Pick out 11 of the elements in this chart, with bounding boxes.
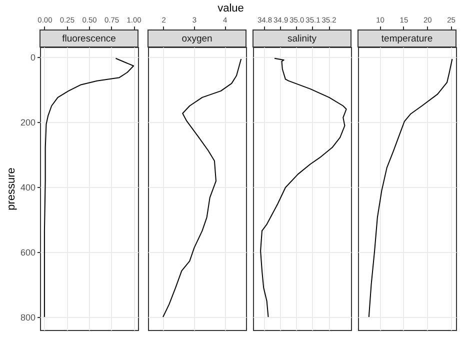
chart-title: temperature	[381, 34, 433, 44]
y-axis-title: pressure	[5, 168, 18, 210]
chart-title: fluorescence	[62, 34, 116, 44]
x-axis-title: value	[218, 2, 244, 14]
chart-title: salinity	[287, 34, 317, 44]
y-tick-label: 200	[20, 117, 36, 128]
y-tick-label: 800	[20, 312, 36, 322]
y-tick-label: 0	[30, 52, 36, 62]
chart-title: oxygen	[182, 34, 212, 44]
y-tick-label: 600	[20, 247, 36, 258]
y-tick-label: 400	[20, 182, 36, 192]
